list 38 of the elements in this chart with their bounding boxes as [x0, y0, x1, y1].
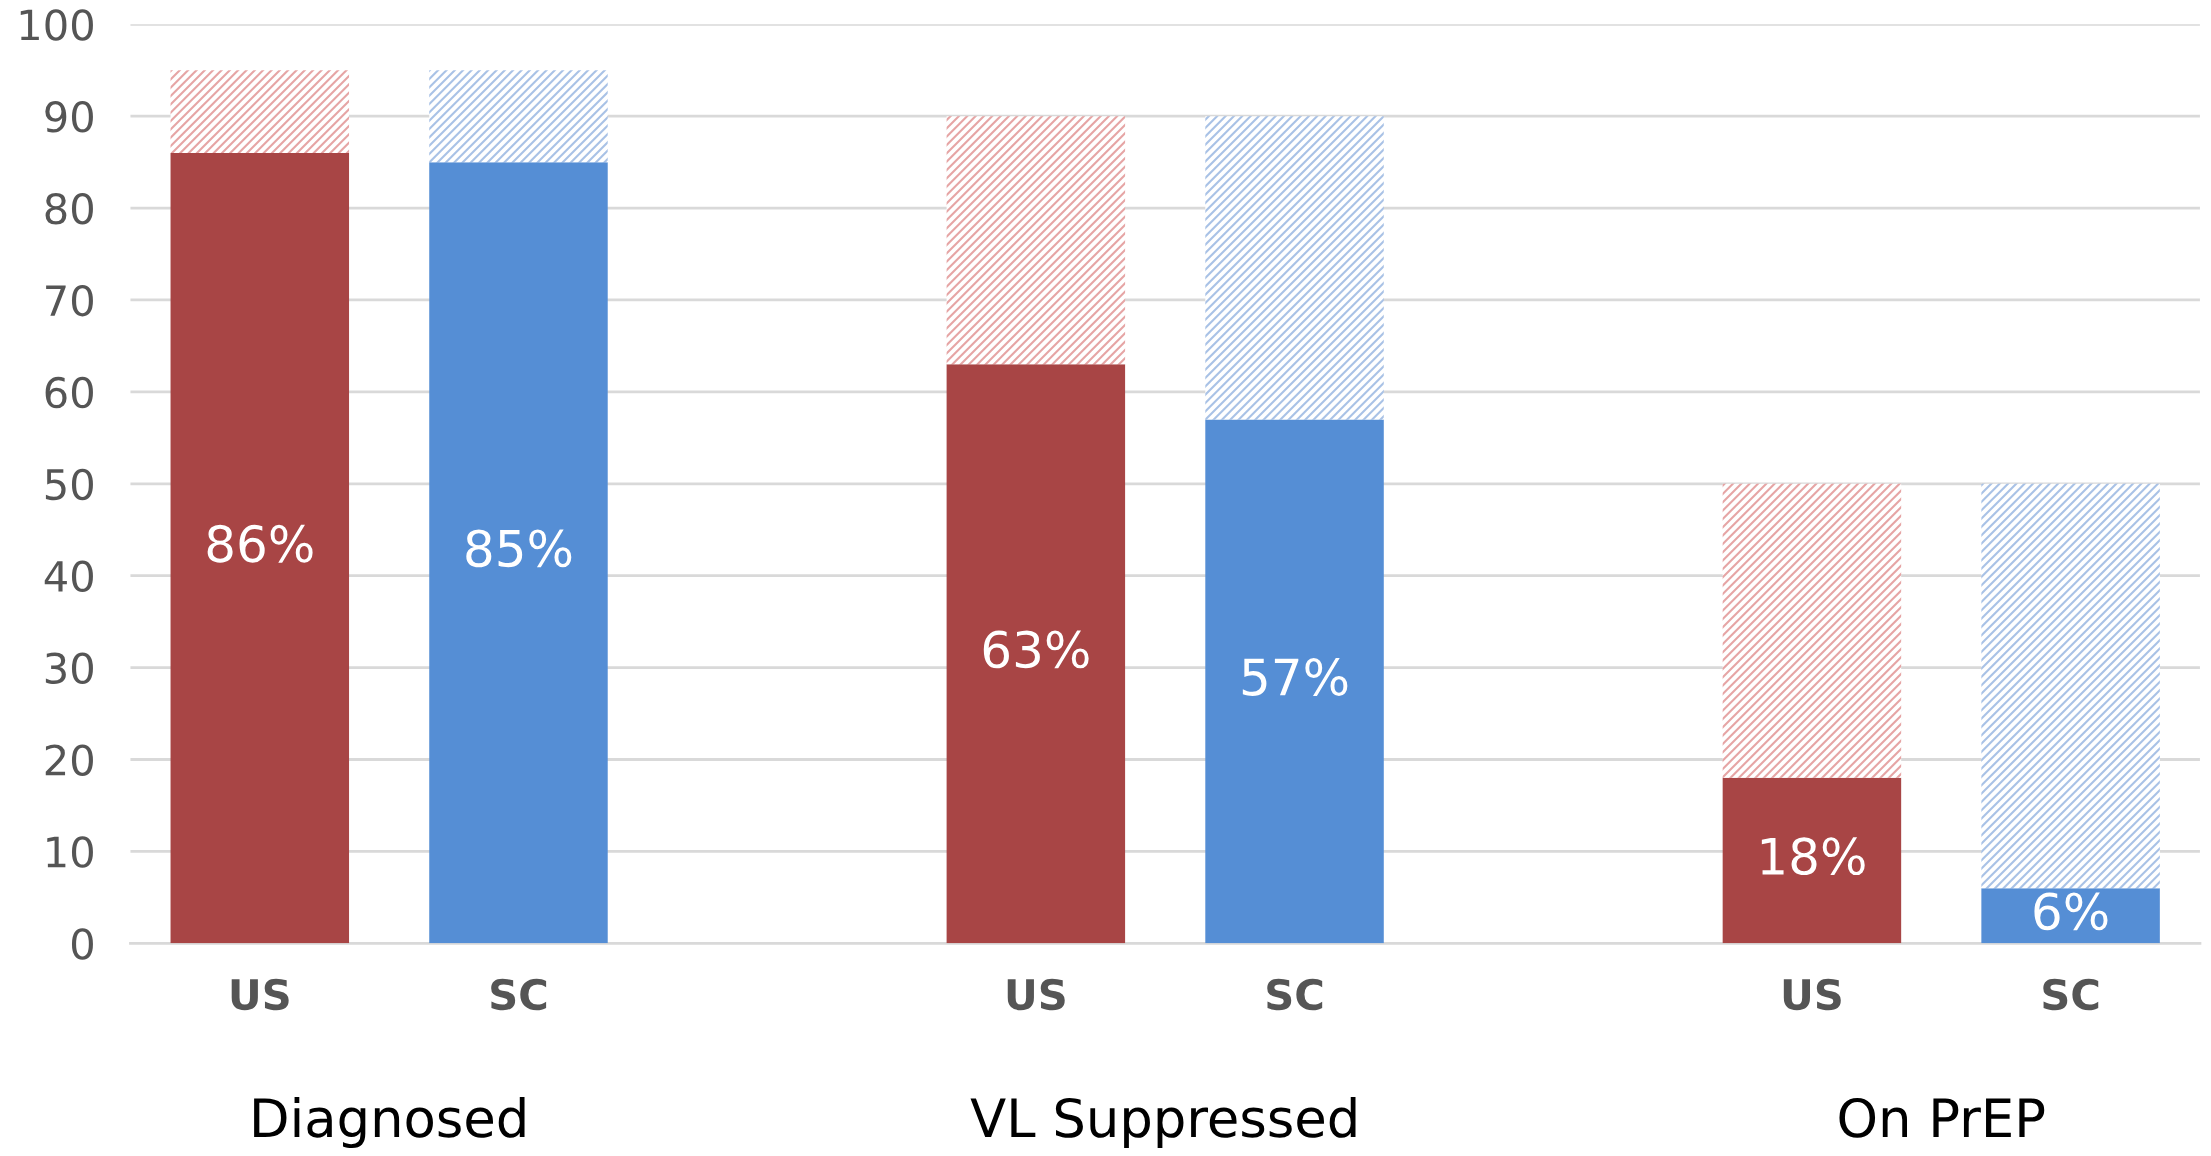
y-tick-label: 10 — [47, 836, 93, 868]
bar — [1205, 419, 1384, 944]
data-label: 18% — [1761, 837, 1865, 876]
y-tick-label: 60 — [45, 376, 93, 409]
bar — [946, 116, 1126, 365]
data-label: 57% — [1242, 658, 1348, 696]
data-label: 6% — [2034, 892, 2108, 931]
bar — [429, 162, 608, 944]
y-tick-label: 80 — [45, 192, 93, 225]
x-tick-label: US — [1783, 978, 1841, 1011]
bar — [429, 70, 608, 163]
x-tick-label: SC — [2043, 978, 2099, 1011]
bar — [1722, 777, 1902, 944]
bar — [1205, 116, 1384, 420]
data-label: 86% — [207, 524, 313, 563]
data-label: 85% — [466, 529, 572, 568]
text: On PrEP — [1839, 1097, 2045, 1138]
x-tick-label: US — [1007, 978, 1065, 1011]
bar — [946, 364, 1126, 944]
y-tick-label: 40 — [44, 560, 93, 593]
bar — [170, 70, 350, 153]
y-tick-label: 20 — [45, 744, 93, 776]
x-tick-label: SC — [1267, 978, 1323, 1011]
text: VL Suppressed — [970, 1096, 1356, 1149]
bar — [170, 152, 350, 944]
y-tick-label: 0 — [71, 928, 93, 960]
y-tick-label: 70 — [46, 284, 93, 317]
bar — [1722, 483, 1902, 778]
y-tick-label: 30 — [45, 652, 93, 685]
y-tick-label: 90 — [45, 101, 93, 133]
x-tick-label: US — [231, 978, 289, 1011]
text: Diagnosed — [254, 1096, 525, 1149]
bar — [1981, 483, 2160, 889]
x-tick-label: SC — [491, 978, 547, 1011]
data-label: 63% — [983, 630, 1089, 669]
y-tick-label: 100 — [20, 9, 93, 41]
y-tick-label: 50 — [45, 468, 93, 501]
bar — [1981, 888, 2160, 944]
